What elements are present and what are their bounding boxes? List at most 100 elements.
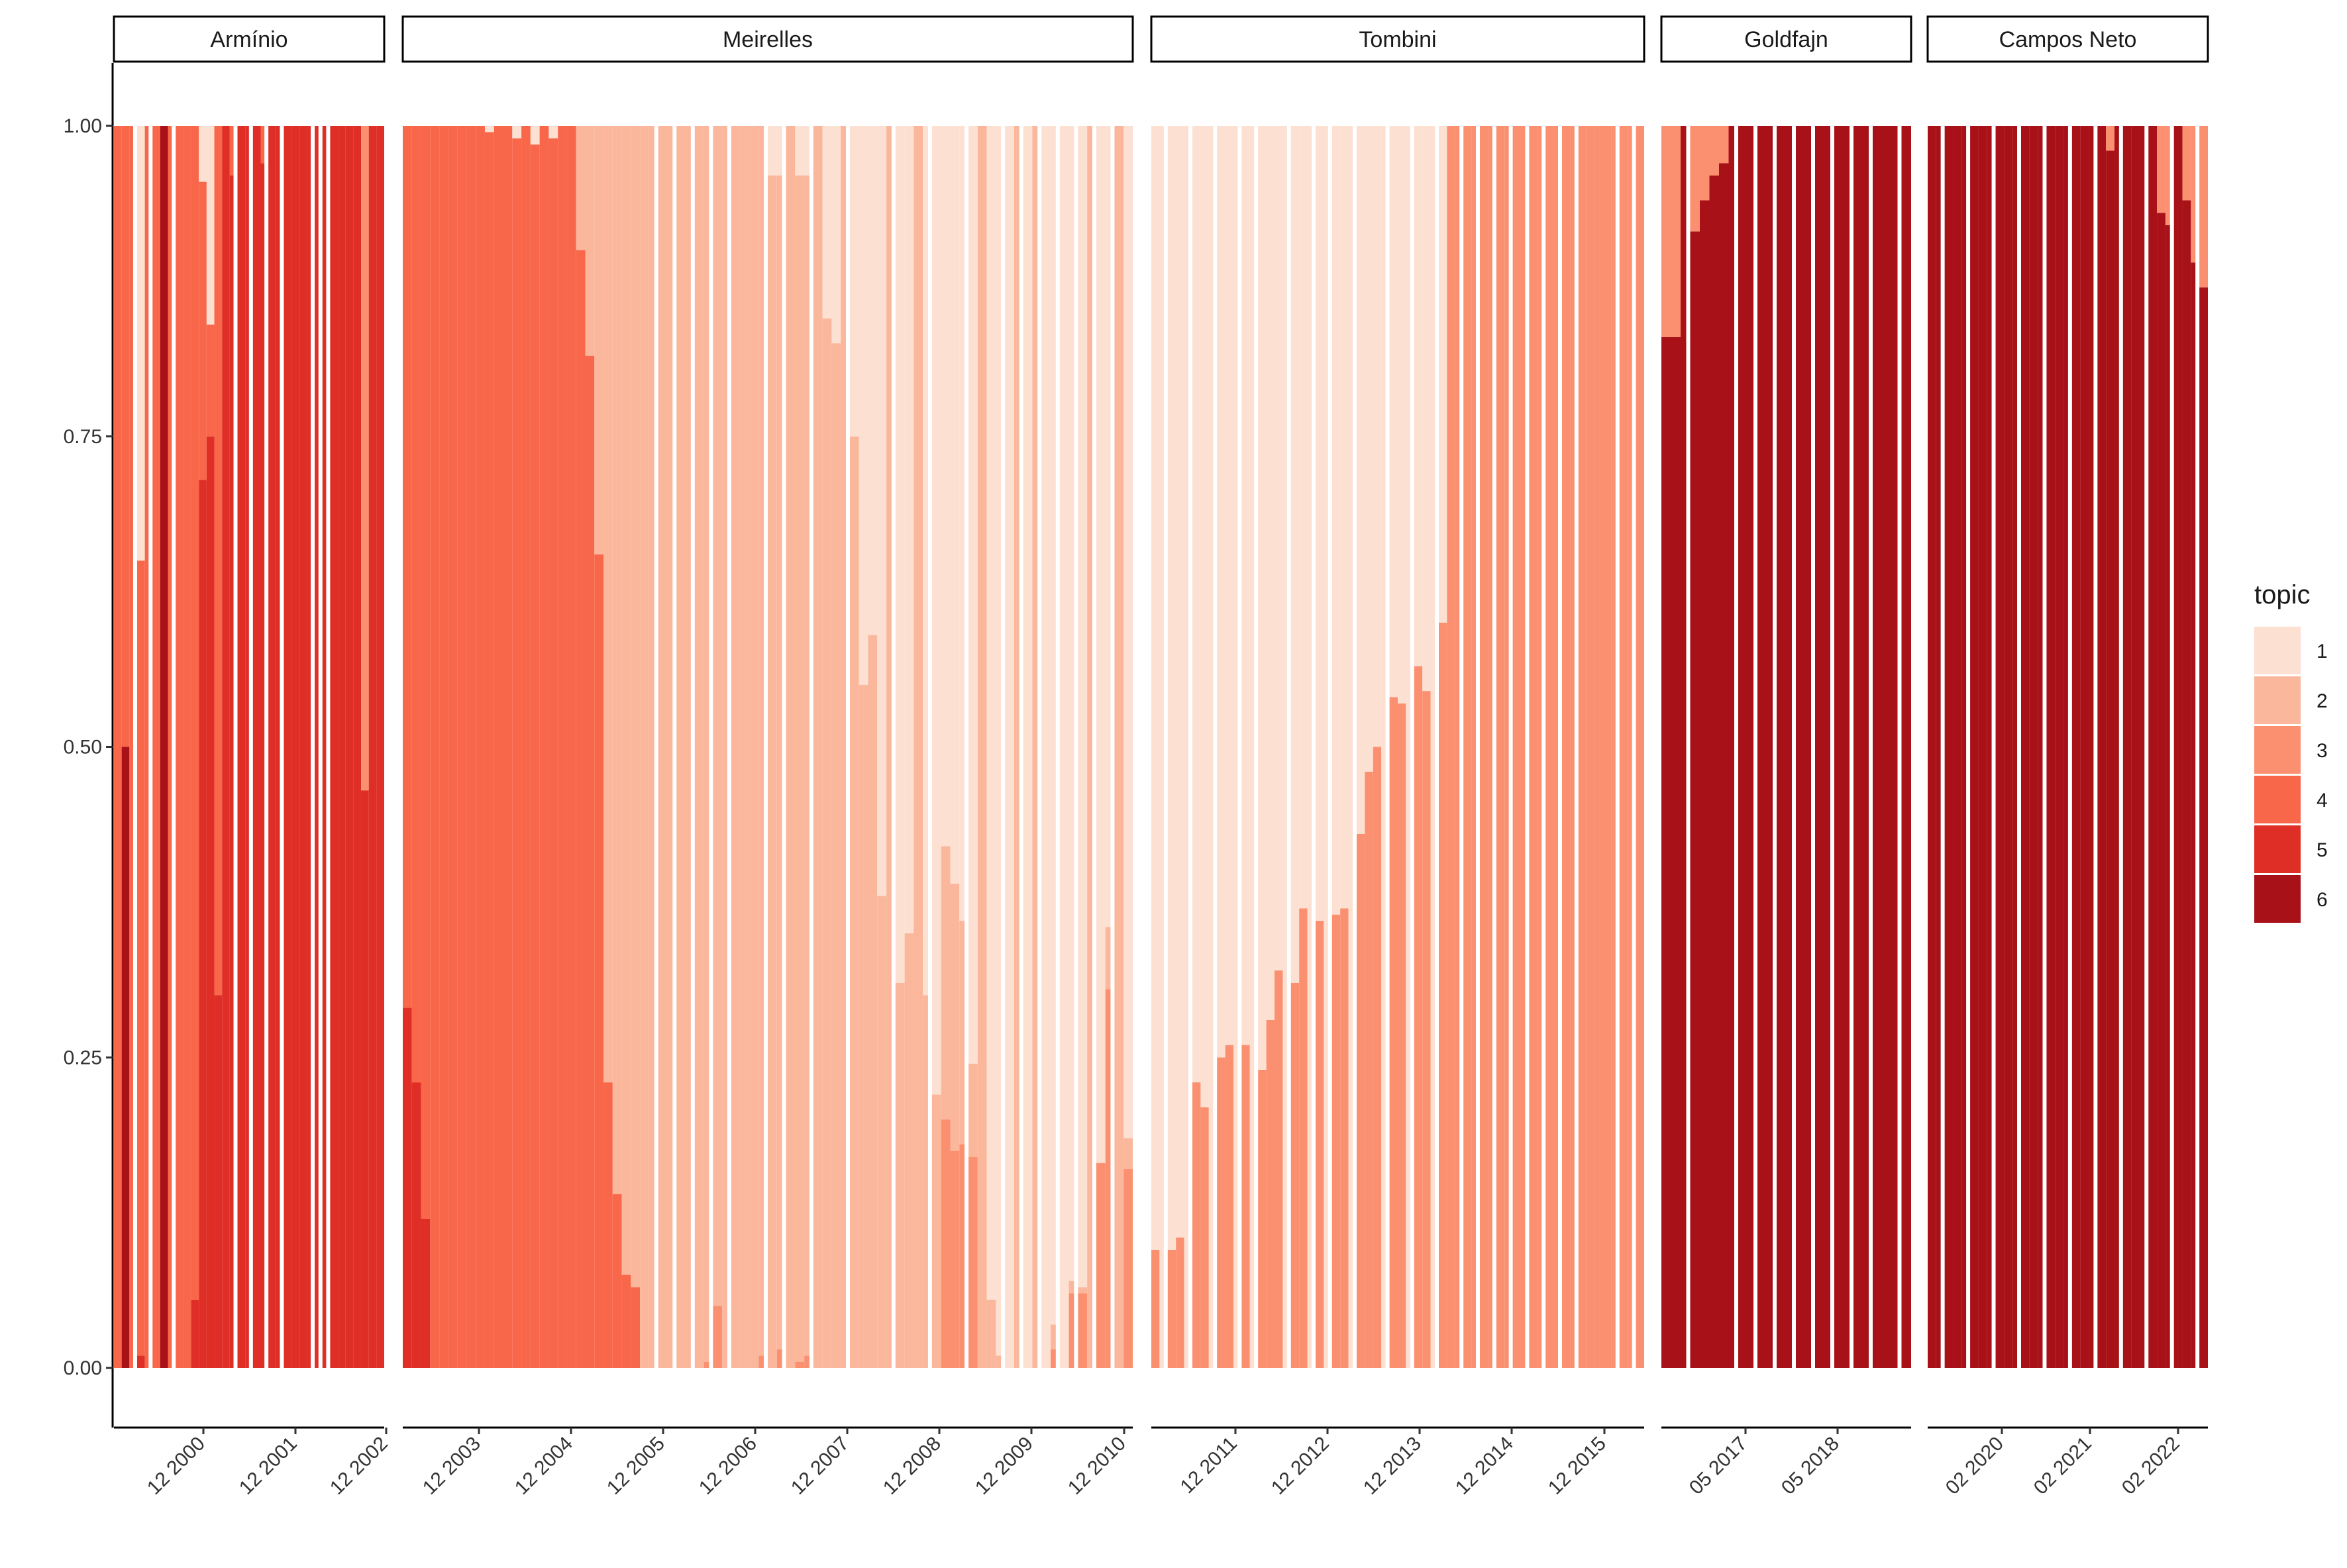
bar-segment-topic-1	[1340, 126, 1349, 909]
bar-segment-topic-3	[1529, 126, 1538, 1368]
bar-segment-topic-4	[558, 126, 567, 1368]
bar-segment-topic-4	[168, 126, 172, 1368]
bar-segment-topic-4	[484, 132, 494, 1369]
bar-segment-topic-2	[913, 126, 923, 1368]
legend-label: 6	[2317, 889, 2328, 911]
bar-segment-topic-4	[494, 126, 503, 1368]
bar-segment-topic-2	[895, 982, 905, 1368]
bar-segment-topic-5	[403, 1008, 412, 1368]
bar-segment-topic-5	[237, 126, 246, 1368]
bar-segment-topic-4	[229, 126, 234, 176]
bar-segment-topic-5	[376, 126, 384, 1368]
bar-segment-topic-2	[640, 126, 649, 1368]
x-tick-label: 12 2004	[511, 1433, 577, 1499]
bar-segment-topic-5	[322, 126, 327, 1368]
bar-segment-topic-3	[361, 126, 369, 791]
bar-segment-topic-3	[1636, 126, 1644, 1368]
bar-segment-topic-2	[1087, 126, 1092, 1368]
bar-segment-topic-3	[1553, 126, 1558, 1368]
bar-segment-topic-3	[1123, 1169, 1133, 1368]
bar-segment-topic-1	[959, 126, 965, 921]
bar-segment-topic-3	[2165, 126, 2170, 225]
bar-segment-topic-3	[1096, 1163, 1106, 1369]
bar-segment-topic-2	[686, 126, 691, 1368]
bar-segment-topic-4	[548, 138, 558, 1368]
bar-segment-topic-1	[1069, 126, 1074, 1281]
bar-segment-topic-1	[1258, 126, 1267, 1070]
bar-segment-topic-4	[503, 126, 513, 1368]
bar-segment-topic-2	[804, 176, 809, 1356]
bar-segment-topic-1	[831, 126, 841, 344]
bar-segment-topic-5	[421, 1219, 431, 1368]
bar-segment-topic-6	[2106, 150, 2114, 1368]
bar-segment-topic-1	[512, 126, 522, 138]
bar-segment-topic-3	[1709, 126, 1719, 176]
bar-segment-topic-1	[1233, 126, 1238, 1368]
bar-segment-topic-3	[2106, 126, 2114, 151]
bar-segment-topic-2	[776, 176, 782, 1349]
bar-segment-topic-2	[795, 176, 805, 1362]
x-tick-label: 12 2014	[1451, 1433, 1518, 1499]
bar-segment-topic-1	[950, 126, 960, 884]
y-tick-label: 0.75	[64, 426, 102, 448]
bar-segment-topic-4	[144, 126, 149, 1368]
bar-segment-topic-3	[758, 1355, 764, 1368]
bar-segment-topic-4	[176, 126, 183, 1368]
bar-segment-topic-1	[530, 126, 540, 145]
bar-segment-topic-2	[722, 126, 727, 1368]
bar-segment-topic-6	[2148, 126, 2158, 1368]
bar-segment-topic-6	[1805, 126, 1811, 1368]
y-tick-label: 0.25	[64, 1047, 102, 1069]
bar-segment-topic-4	[430, 126, 440, 1368]
bar-segment-topic-1	[1249, 126, 1255, 1368]
x-tick-label: 12 2001	[235, 1433, 301, 1499]
bar-segment-topic-3	[1570, 126, 1575, 1368]
bar-segment-topic-2	[1032, 126, 1038, 1368]
bar-segment-topic-3	[2191, 126, 2196, 263]
bar-segment-topic-5	[291, 126, 299, 1368]
bar-segment-topic-3	[950, 1150, 960, 1369]
bar-segment-topic-6	[2173, 126, 2183, 1368]
bar-segment-topic-3	[1357, 833, 1365, 1368]
bar-segment-topic-3	[1389, 697, 1398, 1368]
bar-segment-topic-6	[2029, 126, 2038, 1368]
facet-panel-0: Armínio 12 2000 12 2001 12 2002	[113, 15, 392, 1499]
bar-segment-topic-3	[1719, 126, 1729, 164]
bar-segment-topic-4	[566, 126, 576, 1368]
bar-segment-topic-3	[1398, 703, 1406, 1369]
bar-segment-topic-3	[1480, 126, 1488, 1368]
bar-segment-topic-3	[1176, 1237, 1184, 1369]
legend-label: 2	[2317, 690, 2328, 712]
bar-segment-topic-2	[886, 126, 892, 1368]
bar-segment-topic-1	[1365, 126, 1373, 772]
bar-segment-topic-3	[1241, 1045, 1250, 1368]
bar-segment-topic-2	[859, 684, 868, 1368]
bar-segment-topic-4	[530, 144, 540, 1369]
bar-segment-topic-6	[1892, 126, 1898, 1368]
bar-segment-topic-3	[1192, 1082, 1201, 1368]
bar-segment-topic-6	[1844, 126, 1850, 1368]
bar-segment-topic-1	[895, 126, 905, 983]
bar-segment-topic-2	[1069, 1281, 1074, 1294]
bar-segment-topic-6	[1709, 176, 1719, 1368]
bar-segment-topic-1	[1357, 126, 1365, 834]
bar-segment-topic-6	[1961, 126, 1967, 1368]
bar-segment-topic-6	[1777, 126, 1787, 1368]
bar-segment-topic-1	[1051, 126, 1056, 1325]
bar-segment-topic-1	[859, 126, 868, 685]
bar-segment-topic-1	[1192, 126, 1201, 1082]
bar-segment-topic-6	[1944, 126, 1954, 1368]
facet-panel-3: Goldfajn 05 2017 05 2018	[1660, 15, 1912, 1499]
bar-segment-topic-2	[950, 883, 960, 1151]
bar-segment-topic-6	[1747, 126, 1753, 1368]
bar-segment-topic-3	[1217, 1057, 1226, 1368]
bar-segment-topic-6	[1978, 126, 1987, 1368]
bar-segment-topic-4	[476, 126, 485, 1368]
bar-segment-topic-6	[1757, 126, 1767, 1368]
bar-segment-topic-1	[1096, 126, 1106, 1163]
bar-segment-topic-5	[315, 126, 319, 1368]
bar-segment-topic-6	[1824, 126, 1830, 1368]
bar-segment-topic-1	[1005, 126, 1014, 1368]
bar-segment-topic-2	[1078, 1287, 1088, 1294]
bar-segment-topic-4	[521, 126, 531, 1368]
